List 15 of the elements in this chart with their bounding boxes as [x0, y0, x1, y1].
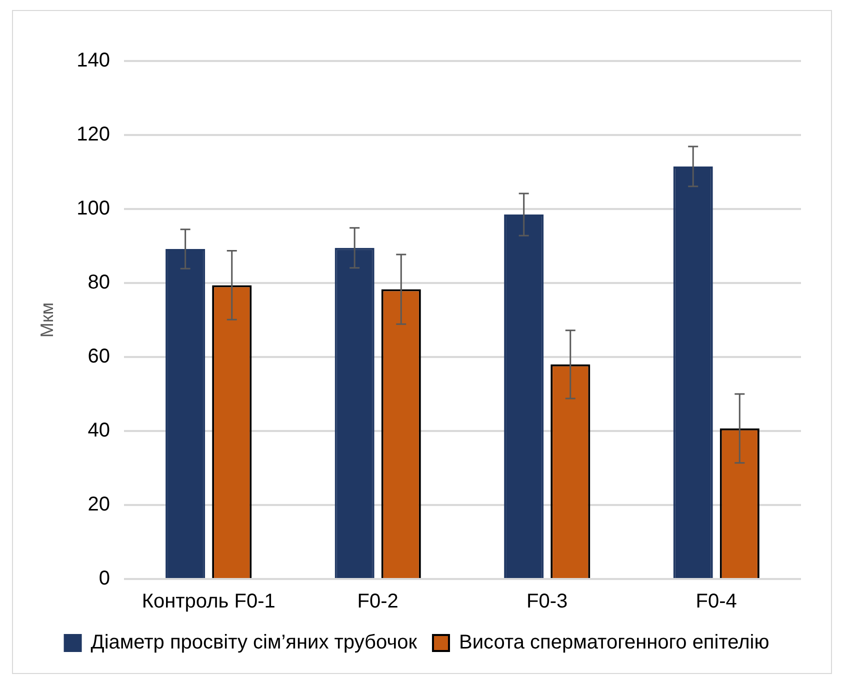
- y-tick-label: 0: [98, 568, 110, 590]
- x-tick-label: F0-2: [357, 590, 398, 613]
- legend-label: Діаметр просвіту сім’яних трубочок: [90, 632, 418, 654]
- y-tick-label: 100: [76, 198, 110, 220]
- x-tick-label: Контроль F0-1: [142, 590, 276, 613]
- y-tick-label: 60: [88, 346, 110, 368]
- y-tick-label: 140: [76, 50, 110, 72]
- x-tick-label: F0-3: [526, 590, 568, 613]
- x-tick-label: F0-4: [696, 590, 737, 613]
- y-axis-title: Мкм: [36, 302, 57, 338]
- y-tick-label: 120: [76, 124, 110, 146]
- y-tick-label: 20: [88, 494, 110, 516]
- y-tick-label: 80: [88, 272, 110, 294]
- y-tick-label: 40: [88, 420, 110, 442]
- legend-label: Висота сперматогенного епітелію: [458, 632, 770, 654]
